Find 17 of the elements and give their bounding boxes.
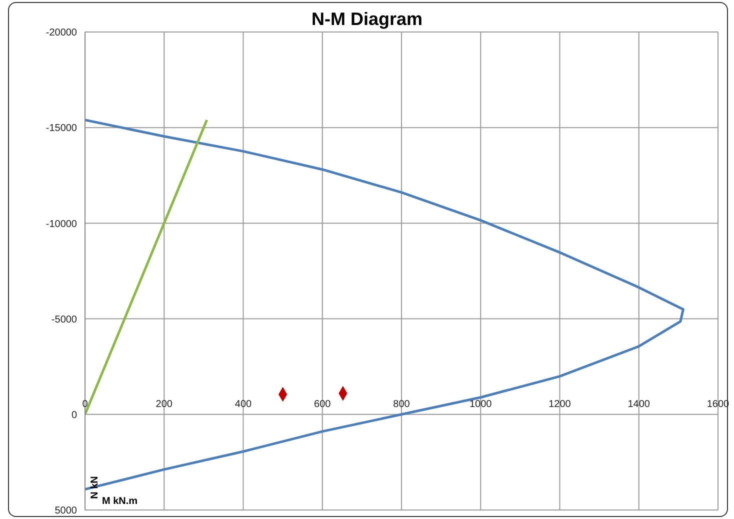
y-axis-title: N kN	[90, 475, 100, 501]
x-axis-title: M kN.m	[102, 496, 138, 507]
y-tick-label: -15000	[46, 123, 78, 134]
y-tick-label: 0	[71, 410, 78, 421]
x-tick-label: 600	[314, 399, 332, 410]
x-tick-label: 400	[234, 399, 252, 410]
chart-title: N-M Diagram	[307, 9, 426, 29]
y-tick-label: -10000	[46, 218, 78, 230]
x-tick-label: 1400	[628, 399, 650, 410]
y-tick-label: -5000	[51, 314, 78, 326]
x-tick-label: 0	[82, 399, 88, 410]
x-tick-label: 1000	[470, 399, 492, 410]
x-tick-label: 200	[156, 399, 173, 410]
x-tick-label: 1200	[548, 399, 572, 410]
x-tick-label: 800	[393, 399, 410, 410]
y-tick-label: -20000	[46, 28, 78, 39]
y-tick-label: 5000	[54, 506, 78, 517]
